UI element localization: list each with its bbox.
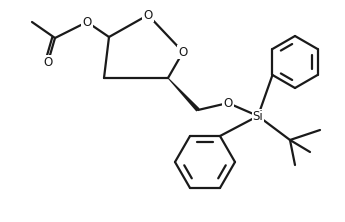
Text: Si: Si bbox=[253, 109, 263, 123]
Text: O: O bbox=[82, 16, 92, 28]
Text: O: O bbox=[43, 56, 53, 69]
Text: O: O bbox=[178, 46, 188, 59]
Text: O: O bbox=[144, 8, 152, 22]
Polygon shape bbox=[168, 78, 200, 111]
Text: O: O bbox=[223, 97, 233, 109]
